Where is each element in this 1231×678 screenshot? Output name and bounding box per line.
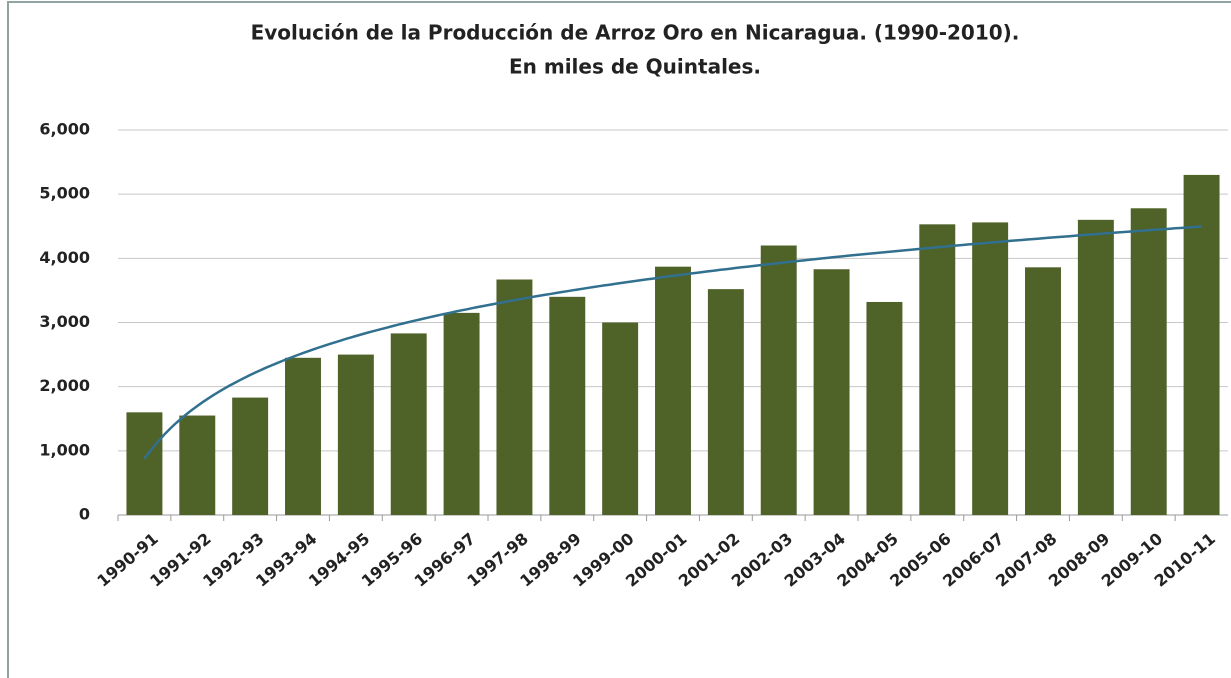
bar [126,412,163,515]
bar [179,415,216,515]
bar [232,397,269,515]
y-tick-label: 3,000 [39,312,90,331]
y-tick-label: 4,000 [39,248,90,267]
bar [602,322,639,515]
bar [1025,267,1061,515]
bar [707,289,744,515]
bar [337,354,374,515]
y-tick-label: 1,000 [39,440,90,459]
bar [1130,208,1167,516]
bar [813,269,850,515]
bar [655,266,691,515]
bar [390,333,427,515]
bar [760,245,797,515]
chart-frame [7,1,1231,678]
y-tick-label: 6,000 [39,120,90,139]
trendline [143,225,1202,460]
bar [1077,219,1114,516]
bar [549,296,586,515]
bar [1183,174,1220,515]
y-tick-label: 0 [79,505,90,524]
bar [285,357,321,515]
y-tick-label: 2,000 [39,376,90,395]
bar [972,222,1009,515]
bar [866,301,903,515]
y-tick-label: 5,000 [39,184,90,203]
bar [496,279,533,515]
bar [443,312,480,515]
bar [919,224,956,515]
chart-subtitle: En miles de Quintales. [509,55,761,79]
chart-title: Evolución de la Producción de Arroz Oro … [251,21,1020,45]
